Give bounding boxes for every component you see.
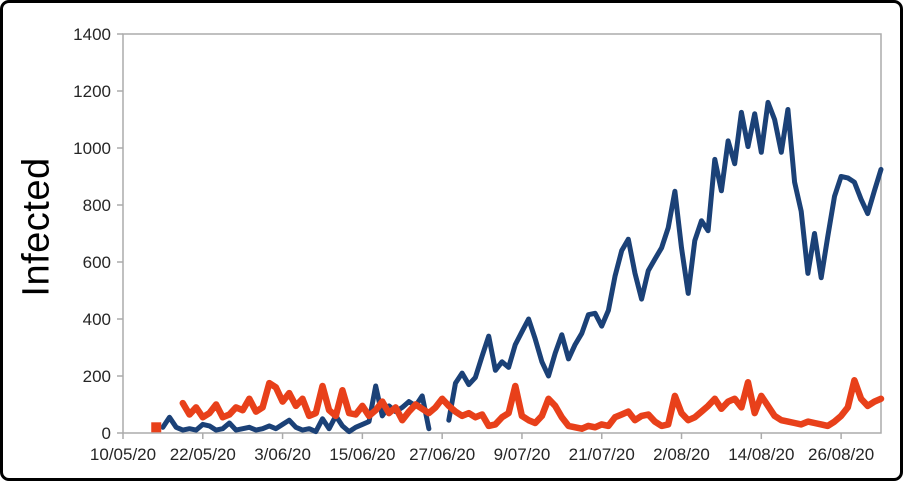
series-blue-series — [160, 99, 884, 435]
series-line — [160, 383, 432, 435]
plot-border — [122, 33, 882, 434]
x-axis-tick-label: 21/07/20 — [569, 445, 635, 464]
series-red-series — [151, 377, 885, 433]
x-axis-tick-label: 9/07/20 — [494, 445, 551, 464]
x-axis-tick-label: 26/08/20 — [808, 445, 874, 464]
y-axis-tick-label: 800 — [83, 196, 111, 215]
x-axis-tick-label: 14/08/20 — [728, 445, 794, 464]
x-axis-tick-label: 22/05/20 — [170, 445, 236, 464]
x-axis-tick-label: 10/05/20 — [90, 445, 156, 464]
x-axis-tick-label: 2/08/20 — [653, 445, 710, 464]
y-axis-tick-label: 400 — [83, 310, 111, 329]
y-axis-title: Infected — [15, 157, 58, 297]
y-axis-tick-label: 0 — [102, 424, 111, 443]
y-axis-tick-label: 200 — [83, 367, 111, 386]
data-point-marker — [151, 422, 162, 433]
y-axis-tick-label: 1000 — [73, 139, 111, 158]
x-axis-tick-label: 15/06/20 — [329, 445, 395, 464]
x-axis-tick-label: 3/06/20 — [254, 445, 311, 464]
x-axis-tick-label: 27/06/20 — [409, 445, 475, 464]
y-axis-tick-label: 1400 — [73, 25, 111, 44]
chart-canvas: 0 200 400 600 800 1000 1200 1400 10/05/20 22/05/2… — [73, 25, 885, 464]
series-line — [446, 99, 884, 423]
y-axis-tick-label: 600 — [83, 253, 111, 272]
series-line — [179, 377, 885, 432]
y-axis-tick-label: 1200 — [73, 82, 111, 101]
